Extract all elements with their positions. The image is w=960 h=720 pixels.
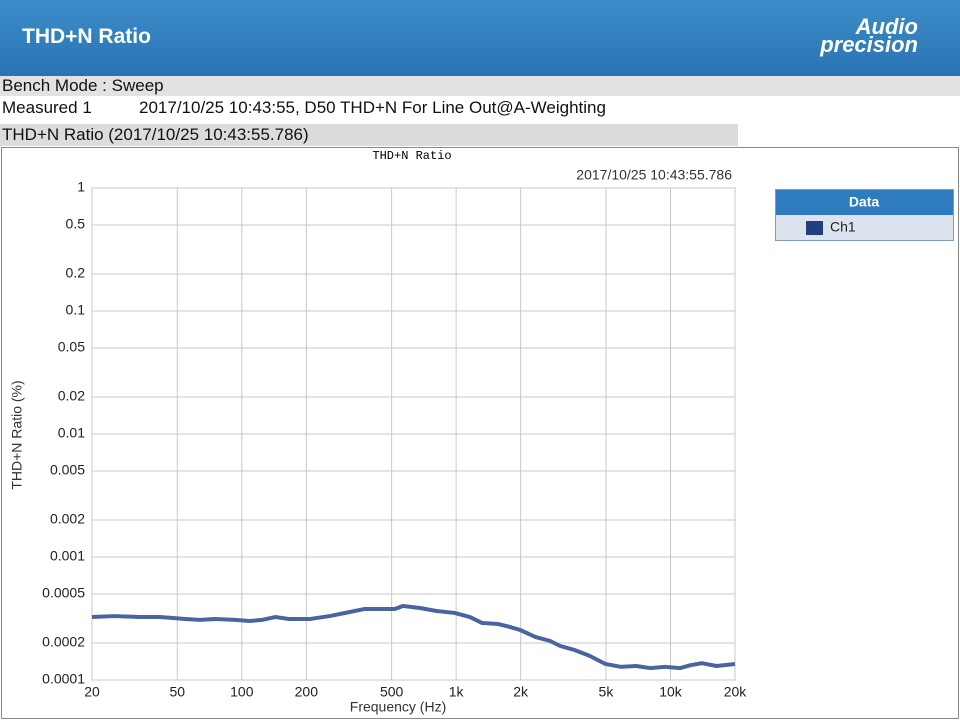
chart-frame: [1, 147, 959, 719]
y-tick-label: 0.005: [50, 462, 85, 478]
x-tick-label: 20k: [724, 684, 748, 700]
y-tick-label: 0.002: [50, 511, 85, 527]
header: THD+N Ratio Audio precision: [0, 0, 960, 76]
x-tick-label: 5k: [599, 684, 615, 700]
y-tick-label: 0.1: [66, 302, 86, 318]
chart-subtitle: 2017/10/25 10:43:55.786: [576, 167, 732, 183]
x-tick-label: 50: [170, 684, 186, 700]
y-tick-label: 0.0001: [42, 671, 85, 687]
y-tick-label: 0.05: [58, 339, 85, 355]
logo: Audio precision: [820, 14, 918, 57]
legend-swatch: [806, 221, 823, 235]
x-tick-label: 1k: [449, 684, 465, 700]
y-tick-label: 1: [77, 179, 85, 195]
y-tick-label: 0.01: [58, 425, 85, 441]
x-tick-label: 500: [380, 684, 404, 700]
x-axis-label: Frequency (Hz): [350, 699, 446, 715]
x-tick-label: 200: [295, 684, 319, 700]
measured-label: Measured 1: [2, 98, 92, 117]
legend-label: Ch1: [830, 219, 856, 235]
y-tick-label: 0.0005: [42, 585, 85, 601]
y-tick-label: 0.0002: [42, 634, 85, 650]
measured-text: 2017/10/25 10:43:55, D50 THD+N For Line …: [139, 98, 606, 117]
logo-top: Audio: [855, 14, 918, 39]
legend-header: [776, 190, 953, 215]
bench-mode: Bench Mode : Sweep: [0, 76, 960, 96]
y-tick-label: 0.02: [58, 388, 85, 404]
legend: Data Ch1: [775, 189, 954, 241]
x-tick-label: 20: [84, 684, 100, 700]
header-title: THD+N Ratio: [22, 25, 151, 48]
data-line: [91, 603, 736, 671]
chart-title: THD+N Ratio: [372, 149, 451, 163]
legend-title: Data: [849, 194, 880, 210]
x-tick-label: 2k: [513, 684, 529, 700]
y-tick-label: 0.001: [50, 548, 85, 564]
x-tick-label: 100: [230, 684, 254, 700]
y-tick-label: 0.2: [66, 265, 86, 281]
y-axis-label: THD+N Ratio (%): [9, 380, 25, 489]
logo-bottom: precision: [820, 32, 918, 57]
section-title: THD+N Ratio (2017/10/25 10:43:55.786): [0, 124, 738, 146]
x-tick-label: 10k: [659, 684, 683, 700]
y-tick-label: 0.5: [66, 216, 86, 232]
